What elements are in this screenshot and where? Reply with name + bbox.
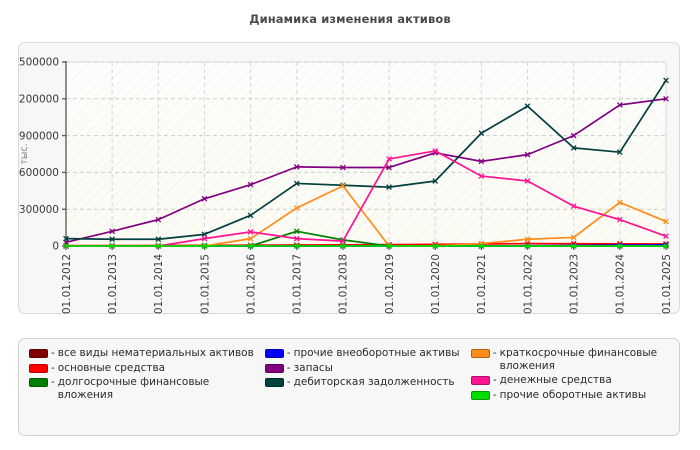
legend-dash: - [286, 376, 291, 388]
plot-background [65, 61, 667, 247]
legend-item-label: прочие оборотные активы [499, 388, 647, 401]
svg-text:1200000: 1200000 [19, 94, 59, 106]
legend-color-swatch-icon [470, 376, 490, 385]
svg-text:01.01.2016: 01.01.2016 [245, 254, 257, 314]
svg-text:01.01.2012: 01.01.2012 [61, 254, 73, 314]
legend-item-label: запасы [293, 361, 333, 374]
legend-dash: - [286, 361, 291, 374]
legend-item[interactable]: - основные средства [29, 362, 265, 375]
svg-text:01.01.2014: 01.01.2014 [153, 254, 165, 314]
svg-text:01.01.2019: 01.01.2019 [384, 254, 396, 314]
legend-item[interactable]: - дебиторская задолженность [264, 376, 471, 389]
legend-color-swatch-icon [470, 390, 490, 400]
legend-color-swatch-icon [29, 349, 48, 358]
svg-text:01.01.2021: 01.01.2021 [476, 254, 488, 314]
legend-color-swatch-icon [264, 349, 284, 358]
legend-color-swatch-icon [29, 378, 48, 387]
svg-text:01.01.2025: 01.01.2025 [661, 254, 673, 314]
chart-legend: - все виды нематериальных активов - основны… [18, 338, 680, 436]
legend-item[interactable]: - запасы [264, 361, 471, 375]
svg-text:01.01.2015: 01.01.2015 [199, 254, 211, 314]
legend-item[interactable]: - прочие оборотные активы [470, 388, 669, 402]
legend-dash: - [492, 347, 497, 359]
legend-item-label: краткосрочные финансовые вложения [499, 347, 658, 372]
plot-card: 0 300000 600000 900000 1200000 1500000 01.01.… [18, 42, 680, 314]
legend-item[interactable]: - краткосрочные финансовые вложения [470, 347, 669, 372]
svg-text:900000: 900000 [19, 130, 59, 142]
chart-canvas: 0 300000 600000 900000 1200000 1500000 01.01.… [19, 57, 673, 314]
legend-dash: - [51, 376, 55, 388]
svg-text:01.01.2018: 01.01.2018 [338, 254, 350, 314]
svg-text:01.01.2023: 01.01.2023 [568, 254, 580, 314]
svg-text:1500000: 1500000 [19, 57, 59, 69]
legend-item-label: основные средства [57, 361, 166, 374]
legend-item[interactable]: - долгосрочные финансовые вложения [29, 376, 265, 401]
legend-column: - прочие внеоборотные активы - запасы - дебит… [264, 347, 471, 391]
legend-dash: - [51, 347, 55, 359]
svg-text:300000: 300000 [19, 204, 59, 216]
svg-text:тыс.: тыс. [19, 143, 30, 164]
legend-item-label: все виды нематериальных активов [57, 347, 254, 359]
svg-text:01.01.2017: 01.01.2017 [292, 254, 304, 314]
legend-column: - все виды нематериальных активов - основны… [29, 347, 265, 403]
y-axis-label: тыс. [19, 143, 30, 164]
svg-text:01.01.2024: 01.01.2024 [615, 254, 627, 314]
svg-text:01.01.2013: 01.01.2013 [107, 254, 119, 314]
legend-item-label: денежные средства [499, 374, 612, 386]
legend-color-swatch-icon [29, 363, 48, 373]
legend-item[interactable]: - денежные средства [470, 374, 669, 387]
legend-dash: - [286, 347, 291, 359]
svg-text:600000: 600000 [19, 167, 59, 179]
legend-item-label: прочие внеоборотные активы [293, 347, 460, 359]
legend-item[interactable]: - все виды нематериальных активов [29, 347, 265, 360]
page-title: Динамика изменения активов [249, 12, 451, 26]
legend-color-swatch-icon [264, 363, 284, 373]
svg-text:01.01.2022: 01.01.2022 [522, 254, 534, 314]
legend-item-label: дебиторская задолженность [293, 376, 455, 388]
grid-lines [65, 61, 667, 246]
legend-item[interactable]: - прочие внеоборотные активы [264, 347, 471, 360]
x-axis-ticks: 01.01.2012 01.01.2013 01.01.2014 01.01.2015… [61, 246, 673, 314]
series-line [63, 243, 669, 249]
series-line [63, 95, 669, 246]
legend-color-swatch-icon [264, 378, 284, 387]
legend-color-swatch-icon [470, 349, 490, 358]
legend-dash: - [51, 361, 55, 374]
legend-column: - краткосрочные финансовые вложения - денеж… [470, 347, 669, 403]
svg-text:0: 0 [52, 241, 59, 253]
legend-item-label: долгосрочные финансовые вложения [57, 376, 210, 401]
legend-dash: - [492, 388, 497, 401]
y-axis-ticks: 0 300000 600000 900000 1200000 1500000 [19, 57, 66, 253]
svg-text:01.01.2020: 01.01.2020 [430, 254, 442, 314]
legend-dash: - [492, 374, 497, 386]
data-series [63, 77, 669, 249]
